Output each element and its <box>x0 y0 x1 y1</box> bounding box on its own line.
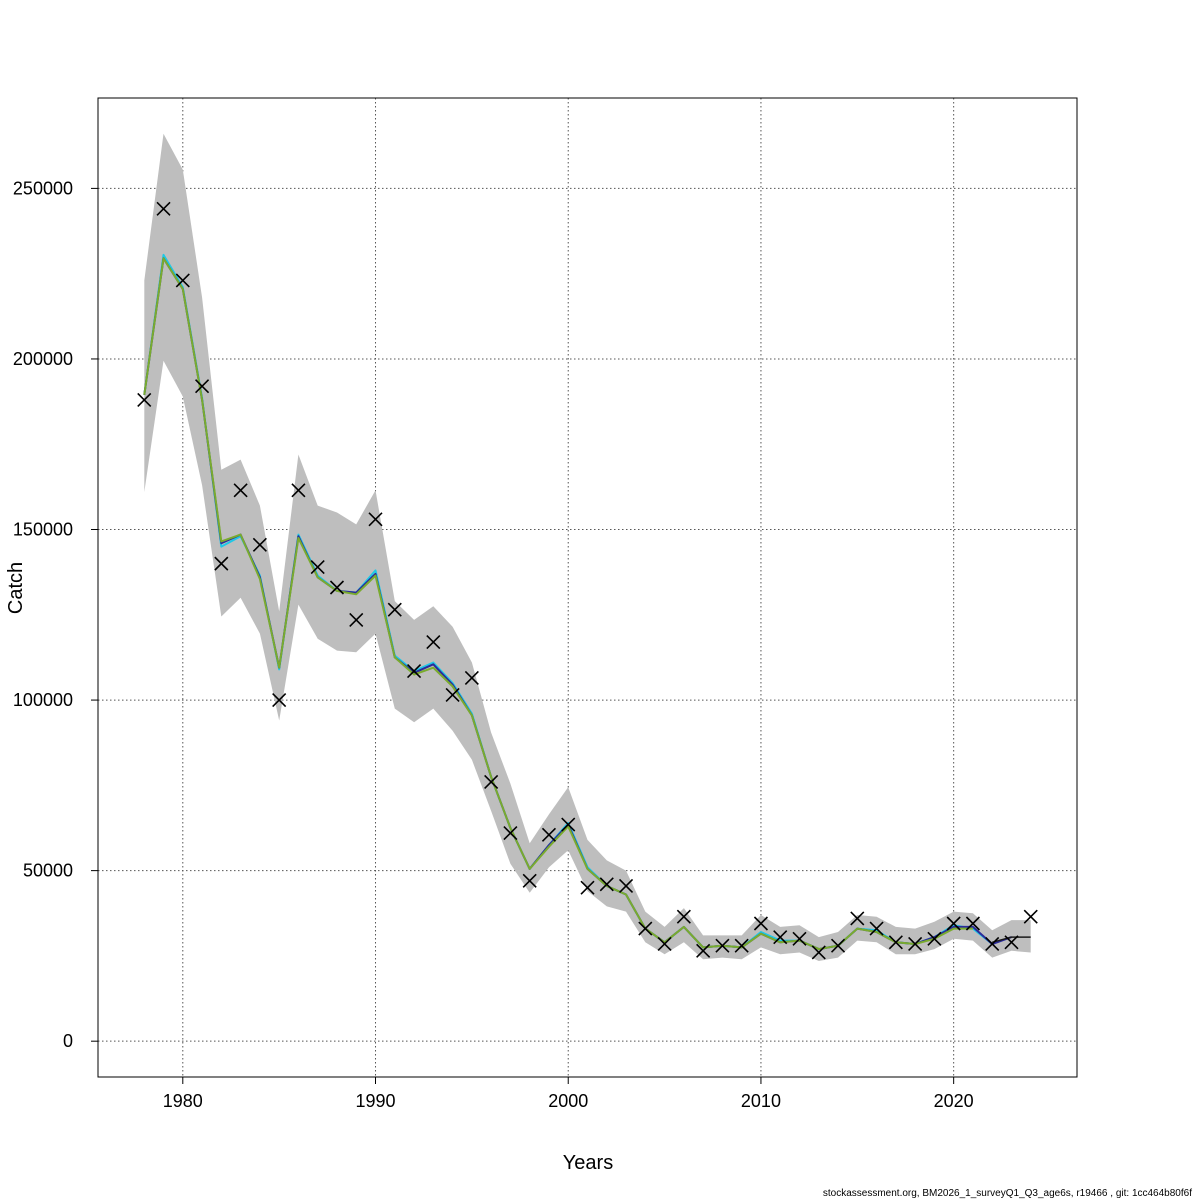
x-tick-label: 2020 <box>934 1091 974 1111</box>
observed-point <box>522 873 537 888</box>
observed-point <box>503 826 518 841</box>
observed-point <box>464 670 479 685</box>
observed-point <box>869 921 884 936</box>
observed-point <box>310 559 325 575</box>
observed-point <box>676 909 691 924</box>
observed-point <box>985 936 1000 952</box>
observed-point <box>272 693 287 708</box>
y-tick-label: 150000 <box>13 520 73 540</box>
observed-point <box>214 556 229 571</box>
y-tick-label: 50000 <box>23 861 73 881</box>
observed-point <box>811 945 826 960</box>
observed-point <box>561 817 576 832</box>
observed-point <box>195 379 210 394</box>
x-tick-label: 2010 <box>741 1091 781 1111</box>
y-tick-label: 100000 <box>13 690 73 710</box>
y-tick-label: 0 <box>63 1031 73 1051</box>
observed-point <box>927 931 942 946</box>
observed-point <box>368 512 383 527</box>
confidence-band-area <box>144 133 1031 962</box>
footer-note: stockassessment.org, BM2026_1_surveyQ1_Q… <box>823 1188 1192 1199</box>
observed-point <box>156 201 171 216</box>
observed-point <box>696 943 711 958</box>
observed-point <box>252 537 267 552</box>
x-axis-title: Years <box>563 1152 613 1174</box>
axes: 1980 1990 2000 2010 2020 0 50000 100000 150000 20… <box>13 178 974 1111</box>
observed-point <box>580 880 595 895</box>
observed-point <box>1004 935 1019 950</box>
fit-line-dark <box>992 936 1031 944</box>
observed-point <box>734 938 749 953</box>
observed-point <box>850 911 865 926</box>
observed-point <box>484 774 499 790</box>
observed-point <box>715 938 730 953</box>
observed-point <box>618 878 634 894</box>
y-tick-label: 250000 <box>13 178 73 198</box>
confidence-band <box>144 133 1031 962</box>
observed-point <box>830 938 846 953</box>
observed-point <box>349 612 364 627</box>
observed-points <box>137 201 1038 960</box>
observed-point <box>445 687 460 703</box>
observed-point <box>406 664 422 679</box>
y-axis-title: Catch <box>5 562 27 614</box>
fitted-lines <box>143 253 1031 951</box>
observed-point <box>1023 909 1038 924</box>
observed-point <box>773 930 788 945</box>
x-tick-label: 2000 <box>548 1091 588 1111</box>
fit-line-green <box>143 257 973 951</box>
observed-point <box>965 916 980 931</box>
plot-frame <box>97 97 1078 1078</box>
observed-point <box>657 936 672 952</box>
observed-point <box>792 931 807 946</box>
observed-point <box>387 602 402 617</box>
observed-point <box>599 877 614 892</box>
y-tick-label: 200000 <box>13 349 73 369</box>
observed-point <box>426 635 441 650</box>
observed-point <box>946 916 961 931</box>
observed-point <box>233 483 248 498</box>
observed-point <box>329 580 345 595</box>
observed-point <box>291 483 306 498</box>
observed-point <box>541 827 557 842</box>
x-tick-label: 1990 <box>355 1091 395 1111</box>
observed-point <box>753 916 769 931</box>
observed-point <box>638 921 653 936</box>
observed-point <box>908 936 923 952</box>
observed-point <box>888 935 903 950</box>
x-tick-label: 1980 <box>163 1091 203 1111</box>
observed-point <box>137 392 152 407</box>
observed-point <box>175 273 190 288</box>
